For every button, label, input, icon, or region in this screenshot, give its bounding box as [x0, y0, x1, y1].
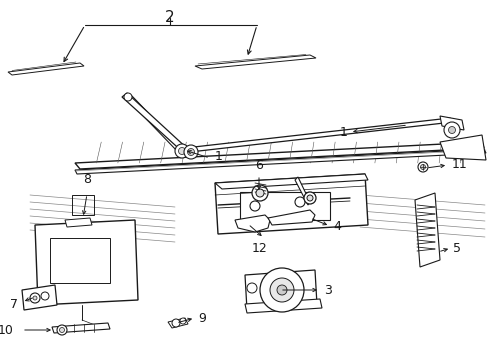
Text: 1: 1	[215, 150, 223, 163]
Polygon shape	[439, 135, 485, 160]
Polygon shape	[235, 215, 269, 232]
Circle shape	[260, 268, 304, 312]
Circle shape	[256, 189, 264, 197]
Polygon shape	[215, 174, 367, 234]
Circle shape	[178, 148, 185, 154]
Circle shape	[172, 319, 180, 327]
Text: 3: 3	[324, 284, 331, 297]
Circle shape	[175, 144, 189, 158]
Polygon shape	[52, 323, 110, 333]
Polygon shape	[244, 270, 316, 310]
Text: 1: 1	[340, 126, 347, 139]
Bar	[50, 238, 110, 283]
Circle shape	[269, 278, 293, 302]
Polygon shape	[22, 285, 57, 310]
Text: 9: 9	[198, 311, 205, 324]
Polygon shape	[294, 177, 309, 205]
Circle shape	[294, 197, 305, 207]
Text: 4: 4	[332, 220, 340, 233]
Text: 12: 12	[252, 242, 267, 255]
Circle shape	[124, 93, 132, 101]
Polygon shape	[35, 220, 138, 305]
Polygon shape	[195, 55, 315, 69]
Circle shape	[276, 285, 286, 295]
Polygon shape	[267, 210, 314, 225]
Polygon shape	[65, 218, 92, 227]
Polygon shape	[414, 193, 439, 267]
Polygon shape	[122, 93, 190, 155]
Circle shape	[180, 318, 185, 324]
Polygon shape	[439, 116, 463, 130]
Text: 5: 5	[452, 242, 460, 255]
Circle shape	[443, 122, 459, 138]
Polygon shape	[184, 118, 452, 152]
Circle shape	[41, 292, 49, 300]
Text: 10: 10	[0, 324, 14, 337]
Circle shape	[251, 185, 267, 201]
Circle shape	[447, 126, 454, 134]
Circle shape	[187, 148, 194, 156]
Polygon shape	[75, 142, 483, 169]
Circle shape	[420, 165, 425, 170]
Circle shape	[33, 296, 37, 300]
Polygon shape	[168, 318, 187, 328]
Text: 8: 8	[83, 173, 91, 186]
Text: 7: 7	[10, 298, 18, 311]
Circle shape	[57, 325, 67, 335]
Circle shape	[183, 145, 198, 159]
Text: 6: 6	[255, 159, 263, 172]
Polygon shape	[75, 149, 485, 174]
Bar	[72, 195, 94, 215]
Circle shape	[249, 201, 260, 211]
Bar	[240, 192, 329, 220]
Polygon shape	[8, 63, 84, 75]
Circle shape	[30, 293, 40, 303]
Circle shape	[60, 328, 64, 333]
Polygon shape	[244, 299, 321, 313]
Text: 2: 2	[165, 10, 174, 26]
Polygon shape	[215, 174, 367, 189]
Circle shape	[417, 162, 427, 172]
Text: 11: 11	[451, 158, 467, 171]
Circle shape	[304, 192, 315, 204]
Circle shape	[306, 195, 312, 201]
Circle shape	[246, 283, 257, 293]
Polygon shape	[128, 96, 182, 152]
